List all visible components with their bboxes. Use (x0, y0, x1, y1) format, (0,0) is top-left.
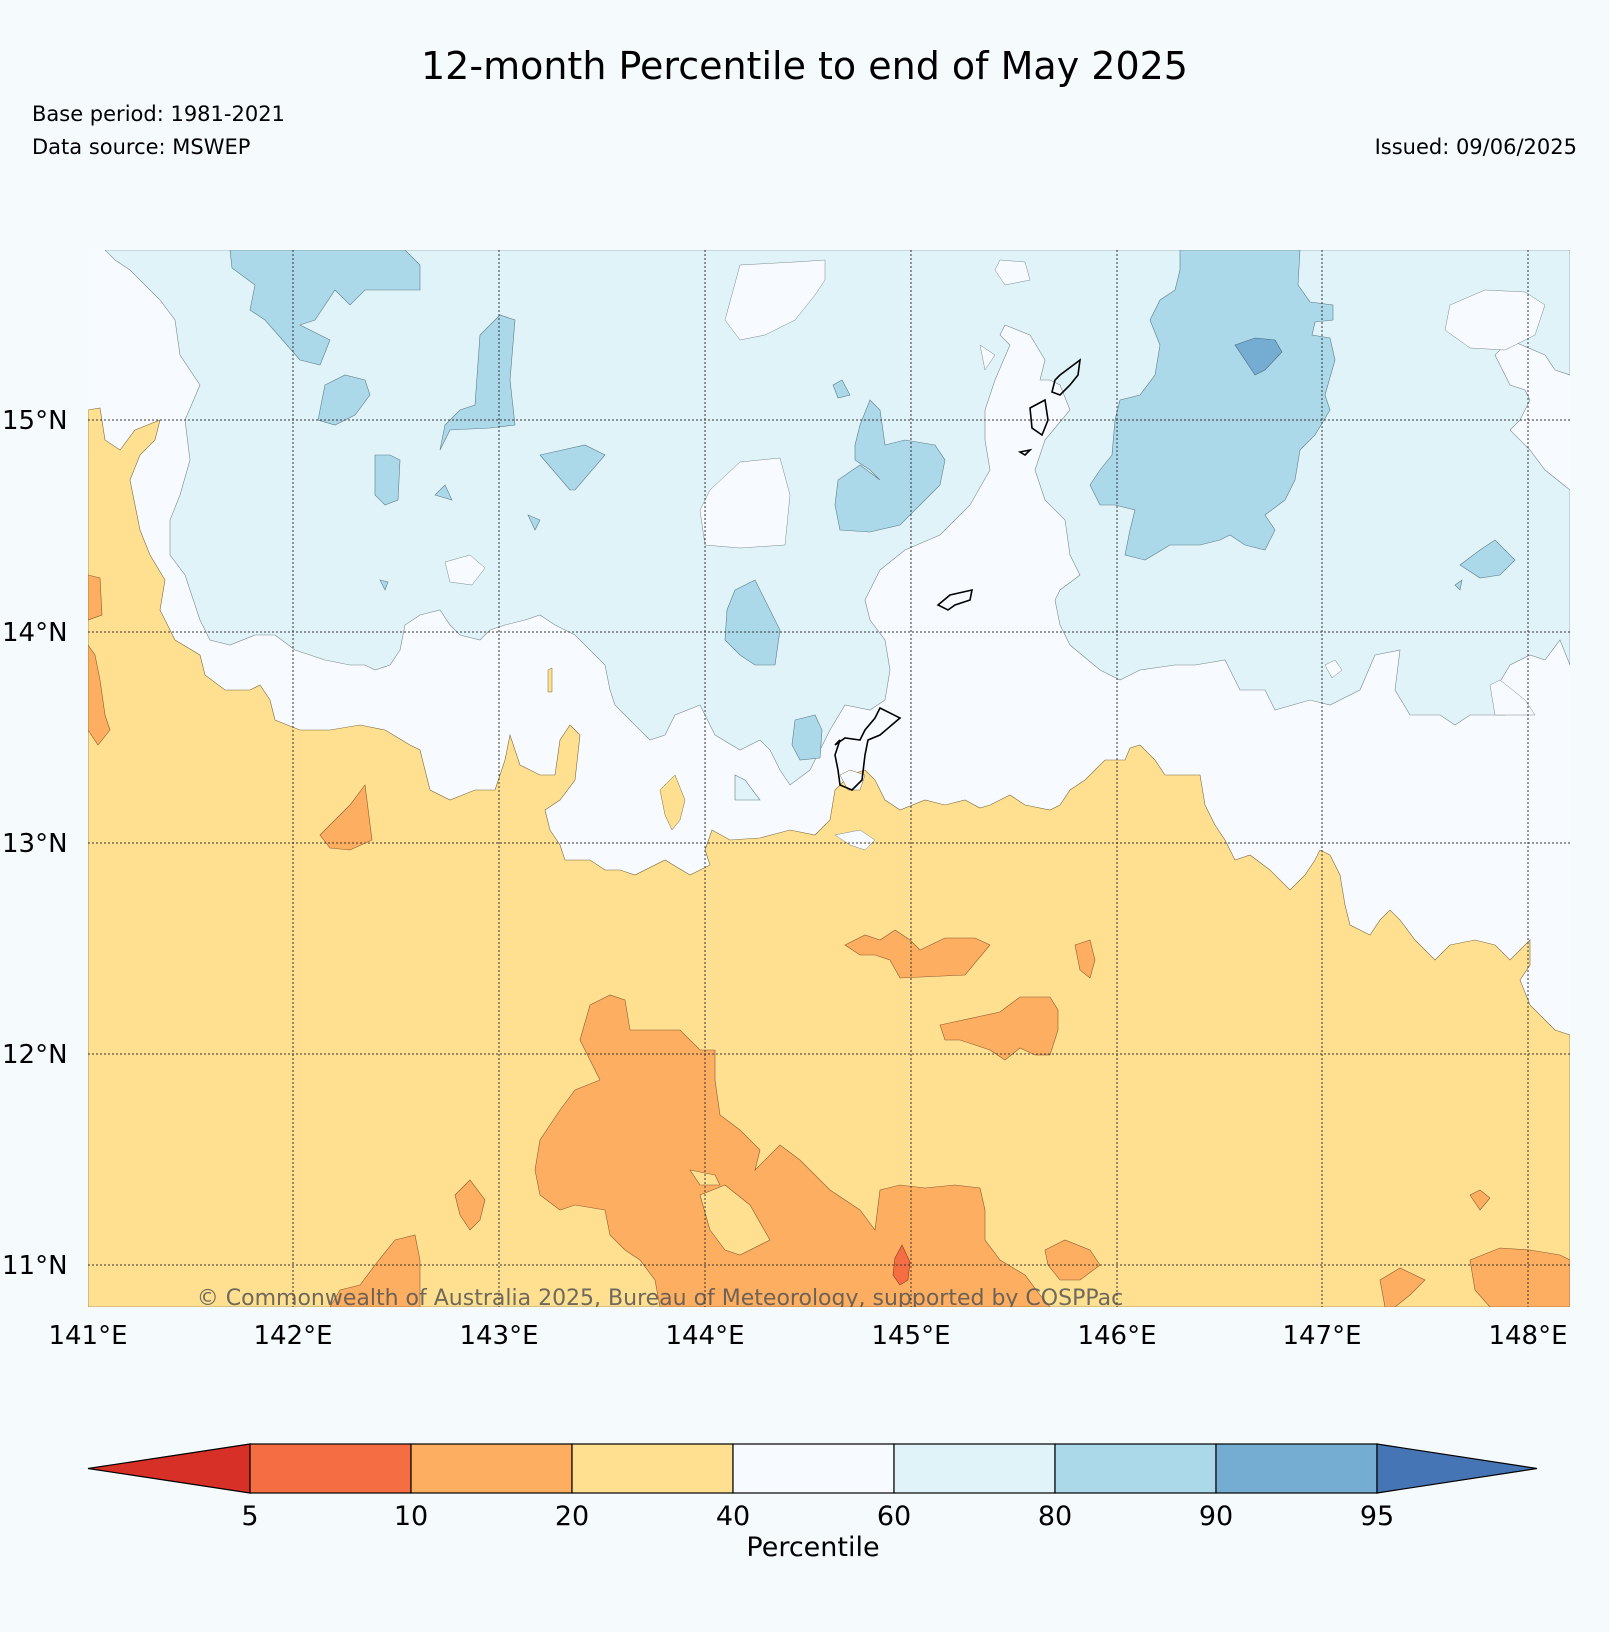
lat-label: 13°N (2, 829, 68, 859)
colorbar-tick-label: 10 (394, 1501, 428, 1532)
colorbar-tick-label: 60 (877, 1501, 911, 1532)
colorbar-tick-label: 5 (241, 1501, 258, 1532)
colorbar-segment (249, 1443, 412, 1494)
island-outline (1051, 358, 1082, 396)
island-outline (834, 706, 902, 791)
copyright-text: © Commonwealth of Australia 2025, Bureau… (197, 1286, 1123, 1311)
map-title: 12-month Percentile to end of May 2025 (421, 44, 1188, 88)
lon-label: 148°E (1488, 1321, 1567, 1351)
colorbar-segment (571, 1443, 734, 1494)
field-normal-pockets (299, 259, 1546, 716)
field-below-40-pockets (547, 667, 866, 831)
island-coastlines (834, 358, 1082, 791)
lat-label: 11°N (2, 1251, 68, 1281)
colorbar-label: Percentile (746, 1532, 879, 1563)
colorbar-tick-label: 80 (1038, 1501, 1072, 1532)
colorbar-tick-label: 95 (1360, 1501, 1394, 1532)
colorbar-segment (1054, 1443, 1217, 1494)
colorbar: 5 10 20 40 60 80 90 95 (87, 1443, 1538, 1532)
colorbar-tick-label: 20 (555, 1501, 589, 1532)
lat-label: 14°N (2, 618, 68, 648)
colorbar-segment (732, 1443, 895, 1494)
lon-label: 141°E (48, 1321, 127, 1351)
lon-label: 142°E (253, 1321, 332, 1351)
colorbar-segment (893, 1443, 1056, 1494)
field-below-40 (88, 407, 1570, 1307)
lon-label: 143°E (459, 1321, 538, 1351)
lon-label: 144°E (665, 1321, 744, 1351)
lat-label: 12°N (2, 1040, 68, 1070)
graticule (88, 250, 1570, 1307)
colorbar-segment (410, 1443, 573, 1494)
field-above-80 (229, 250, 1516, 801)
island-outline (1017, 448, 1033, 457)
longitude-labels: 141°E 142°E 143°E 144°E 145°E 146°E 147°E 148°E (48, 1321, 1567, 1351)
colorbar-extend-low (87, 1443, 251, 1494)
field-normal-patch (834, 829, 876, 851)
colorbar-tick-label: 90 (1199, 1501, 1233, 1532)
lat-label: 15°N (2, 406, 68, 436)
latitude-labels: 15°N 14°N 13°N 12°N 11°N (2, 406, 68, 1281)
base-period-text: Base period: 1981-2021 (32, 102, 285, 126)
island-outline (1029, 398, 1049, 437)
island-outline (936, 588, 974, 611)
map-field: © Commonwealth of Australia 2025, Bureau… (88, 250, 1570, 1311)
lon-label: 145°E (871, 1321, 950, 1351)
data-source-text: Data source: MSWEP (32, 135, 251, 159)
colorbar-extend-high (1376, 1443, 1538, 1494)
colorbar-segment (1215, 1443, 1378, 1494)
issued-date-text: Issued: 09/06/2025 (1374, 135, 1577, 159)
field-below-20 (88, 574, 1570, 1307)
field-above-90 (1234, 337, 1283, 376)
colorbar-tick-label: 40 (716, 1501, 750, 1532)
lon-label: 147°E (1282, 1321, 1361, 1351)
lon-label: 146°E (1077, 1321, 1156, 1351)
